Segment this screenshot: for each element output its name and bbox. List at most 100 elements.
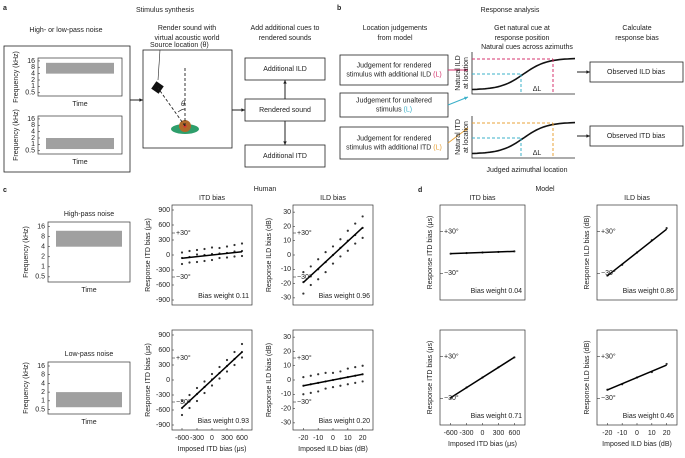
column-header: Location judgements	[363, 25, 428, 32]
x-tick-label: -20	[602, 430, 612, 437]
data-point	[339, 370, 342, 373]
judgement-box	[339, 126, 449, 160]
data-point	[218, 256, 221, 260]
reference-label: +30°	[444, 352, 459, 360]
data-point	[346, 229, 349, 232]
chart-title: ITD bias	[469, 195, 496, 202]
data-point	[324, 271, 327, 274]
curve-axis-label: at location	[463, 57, 470, 89]
y-tick-label: 8	[41, 372, 45, 379]
data-point	[188, 406, 191, 410]
data-point	[195, 248, 199, 252]
y-tick-label: -600	[156, 407, 170, 414]
natural-cue-curve	[471, 121, 576, 155]
y-tick-label: 8	[31, 122, 35, 129]
y-tick-label: 2	[41, 254, 45, 261]
fit-line	[450, 250, 515, 255]
y-tick-label: 4	[41, 380, 45, 387]
y-tick-label: 16	[37, 223, 45, 230]
y-tick-label: 600	[158, 222, 170, 229]
data-point	[225, 370, 229, 373]
data-point	[240, 242, 244, 245]
data-point	[180, 399, 184, 403]
x-tick-label: 20	[663, 430, 671, 437]
data-point	[354, 366, 357, 369]
reference-label: −30°	[176, 398, 191, 406]
y-tick-label: 1	[31, 83, 35, 90]
curve-x-title: Judged azimuthal location	[487, 167, 568, 174]
panel-title: Human	[254, 186, 277, 193]
data-point	[346, 383, 349, 386]
bias-weight-label: Bias weight 0.46	[623, 413, 674, 420]
y-tick-label: 4	[31, 70, 35, 77]
x-tick-label: 600	[509, 430, 521, 437]
data-point	[195, 253, 199, 256]
x-tick-label: 0	[331, 435, 335, 442]
delta-label: ΔL	[533, 150, 542, 157]
y-tick-label: -30	[281, 295, 291, 302]
data-point	[361, 380, 364, 383]
y-tick-label: 30	[283, 334, 291, 341]
data-point	[339, 238, 342, 241]
data-point	[331, 386, 335, 389]
data-point	[354, 222, 357, 225]
judgement-line: stimulus with additional ITD	[346, 144, 431, 151]
y-axis-label: Frequency (kHz)	[23, 362, 30, 414]
bias-weight-label: Bias weight 0.93	[198, 418, 249, 425]
natural-cue-curve	[471, 57, 576, 91]
x-tick-label: 300	[221, 435, 233, 442]
column-header: Calculate	[622, 25, 651, 32]
noise-band	[56, 230, 122, 247]
column-header: from model	[377, 35, 412, 42]
judgement-box	[339, 54, 449, 86]
judgement-marker: (L)	[404, 106, 413, 113]
arrow-head	[586, 134, 590, 138]
x-tick-label: -10	[313, 435, 323, 442]
x-axis-label: Imposed ITD bias (μs)	[448, 441, 517, 448]
column-header: rendered sounds	[259, 35, 312, 42]
judgement-text: Judgement for rendered	[357, 62, 432, 69]
curve-axis-label: Natural ITD	[455, 119, 462, 155]
bias-weight-label: Bias weight 0.71	[471, 413, 522, 420]
curve-axis-label: Natural ILD	[455, 55, 462, 90]
x-tick-label: 0	[635, 430, 639, 437]
fit-line	[450, 356, 515, 399]
x-tick-label: 0	[210, 435, 214, 442]
y-tick-label: -300	[156, 392, 170, 399]
y-tick-label: -900	[156, 422, 170, 429]
data-point	[203, 391, 206, 395]
data-point	[302, 393, 305, 396]
source-label: Source location (θ)	[150, 42, 209, 49]
y-tick-label: -300	[156, 267, 170, 274]
y-tick-label: 0.5	[25, 90, 35, 97]
judgement-line: Judgement for unaltered	[356, 97, 432, 104]
arrow-head	[283, 80, 287, 84]
x-tick-label: 300	[493, 430, 505, 437]
angle-arc	[177, 108, 186, 113]
judgement-box	[339, 92, 449, 118]
judgement-text: Judgement for unaltered	[356, 97, 432, 104]
data-point	[188, 393, 191, 397]
data-point	[225, 256, 229, 259]
arrow-head	[586, 70, 590, 74]
reference-label: +30°	[176, 354, 191, 362]
y-tick-label: 0	[287, 252, 291, 259]
data-point	[240, 356, 244, 359]
panel-letter: c	[3, 187, 7, 194]
y-tick-label: -20	[281, 405, 291, 412]
x-axis-label: Imposed ILD bias (dB)	[298, 446, 368, 453]
judgement-marker: (L)	[433, 71, 442, 78]
data-point	[302, 292, 305, 295]
judgement-marker: (L)	[433, 144, 442, 151]
judgement-text: stimulus (L)	[376, 106, 412, 113]
data-point	[210, 384, 214, 387]
panel-letter: d	[418, 187, 422, 194]
x-axis-label: Imposed ILD bias (dB)	[602, 441, 672, 448]
data-point	[339, 255, 342, 258]
column-header: virtual acoustic world	[155, 35, 220, 42]
y-axis-label: Frequency (kHz)	[23, 226, 30, 278]
data-point	[324, 371, 327, 374]
y-axis-label: Response ITD bias (μs)	[145, 218, 152, 292]
reference-label: +30°	[601, 352, 616, 360]
